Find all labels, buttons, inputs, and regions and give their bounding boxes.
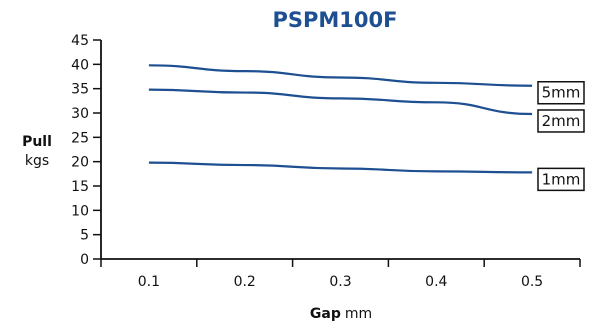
y-tick-label: 25 — [71, 130, 89, 146]
x-axis-label-bold: Gap — [310, 306, 341, 322]
x-tick-label: 0.5 — [521, 274, 543, 290]
y-tick-label: 35 — [71, 82, 89, 98]
x-tick-label: 0.4 — [425, 274, 447, 290]
x-tick-label: 0.1 — [138, 274, 160, 290]
series-label-box-2mm — [537, 109, 585, 133]
x-axis-ticks: 0.1 0.2 0.3 0.4 0.5 — [100, 259, 581, 290]
series-label-1mm: 1mm — [542, 170, 581, 188]
y-tick-label: 20 — [71, 155, 89, 171]
y-tick-label: 0 — [80, 252, 89, 268]
series-line-5mm — [148, 64, 533, 87]
series-layer — [148, 64, 533, 174]
series-line-2mm — [148, 88, 533, 116]
y-tick-label: 5 — [80, 228, 89, 244]
y-axis-unit: kgs — [25, 153, 49, 169]
y-tick-label: 10 — [71, 203, 89, 219]
series-label-box-5mm — [537, 80, 585, 105]
series-label-2mm: 2mm — [542, 112, 581, 130]
series-label-box-1mm — [537, 167, 585, 192]
x-tick-label: 0.2 — [234, 274, 256, 290]
x-tick-label: 0.3 — [329, 274, 351, 290]
y-tick-label: 30 — [71, 106, 89, 122]
x-axis-unit: mm — [345, 306, 372, 322]
series-labels: 5mm 2mm 1mm — [537, 80, 585, 192]
y-tick-label: 45 — [71, 33, 89, 49]
y-tick-label: 15 — [71, 179, 89, 195]
y-tick-label: 40 — [71, 57, 89, 73]
chart-title: PSPM100F — [273, 8, 398, 32]
x-axis-label: Gap mm — [310, 306, 372, 322]
series-label-5mm: 5mm — [542, 84, 581, 102]
y-axis-label: Pull — [22, 134, 52, 150]
series-line-1mm — [148, 161, 533, 174]
y-axis-ticks: 0 5 10 15 20 25 30 35 40 45 — [71, 33, 101, 268]
